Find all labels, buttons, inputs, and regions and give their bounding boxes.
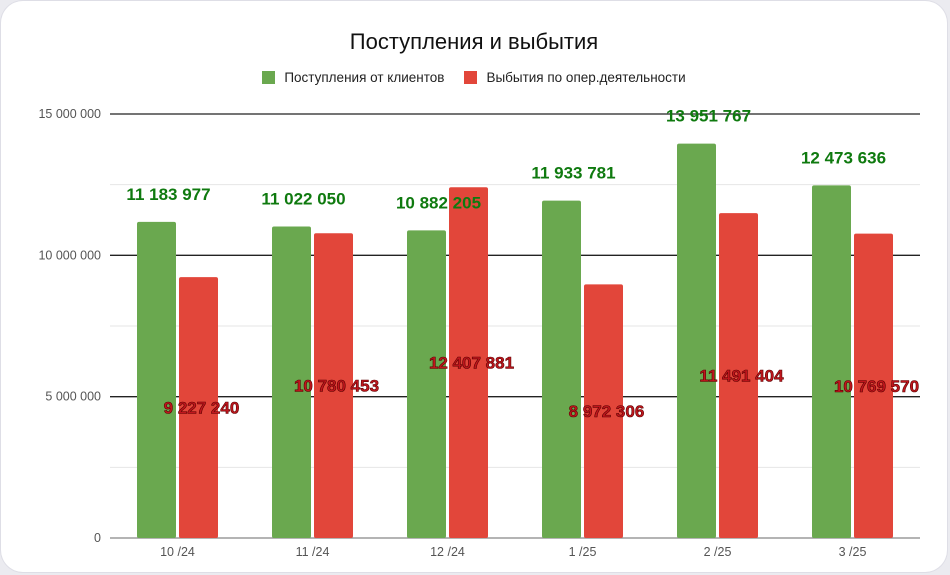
bar-inflow [137, 221, 176, 538]
data-label-inflow: 13 951 767 [666, 107, 751, 126]
bar-outflow [314, 233, 353, 538]
x-tick-label: 3 /25 [839, 545, 867, 559]
bar-inflow [272, 226, 311, 538]
data-label-outflow: 10 769 570 [834, 377, 919, 396]
legend-item-inflow[interactable]: Поступления от клиентов [262, 70, 444, 85]
data-label-inflow: 11 022 050 [261, 189, 345, 208]
bar-inflow [542, 200, 581, 538]
x-tick-label: 10 /24 [160, 545, 195, 559]
bar-inflow [812, 185, 851, 538]
legend-item-outflow[interactable]: Выбытия по опер.деятельности [464, 70, 686, 85]
data-label-outflow: 9 227 240 [164, 399, 240, 418]
bar-outflow [719, 213, 758, 538]
data-label-inflow: 10 882 205 [396, 193, 481, 212]
y-tick-label: 5 000 000 [45, 390, 101, 404]
chart-legend: Поступления от клиентов Выбытия по опер.… [1, 70, 947, 85]
data-label-outflow: 12 407 881 [429, 354, 514, 373]
data-label-inflow: 11 183 977 [126, 185, 210, 204]
bar-outflow [179, 277, 218, 538]
y-tick-label: 15 000 000 [38, 107, 101, 121]
bar-inflow [407, 230, 446, 538]
bar-inflow [677, 143, 716, 538]
chart-title: Поступления и выбытия [349, 29, 599, 54]
data-label-inflow: 11 933 781 [531, 164, 615, 183]
legend-swatch-outflow [464, 71, 478, 84]
bar-outflow [854, 233, 893, 539]
x-tick-label: 12 /24 [430, 545, 465, 559]
y-tick-label: 0 [94, 531, 101, 545]
y-tick-label: 10 000 000 [38, 248, 101, 262]
legend-swatch-inflow [262, 71, 276, 84]
bar-outflow [584, 284, 623, 538]
data-label-outflow: 10 780 453 [294, 377, 379, 396]
x-tick-label: 2 /25 [704, 545, 732, 559]
data-label-inflow: 12 473 636 [801, 148, 886, 167]
legend-label-outflow: Выбытия по опер.деятельности [486, 70, 686, 85]
legend-label-inflow: Поступления от клиентов [284, 70, 445, 85]
data-label-outflow: 8 972 306 [569, 402, 645, 421]
x-tick-label: 1 /25 [569, 545, 597, 559]
x-tick-label: 11 /24 [296, 545, 330, 559]
data-label-outflow: 11 491 404 [699, 367, 784, 386]
bar-outflow [449, 187, 488, 538]
